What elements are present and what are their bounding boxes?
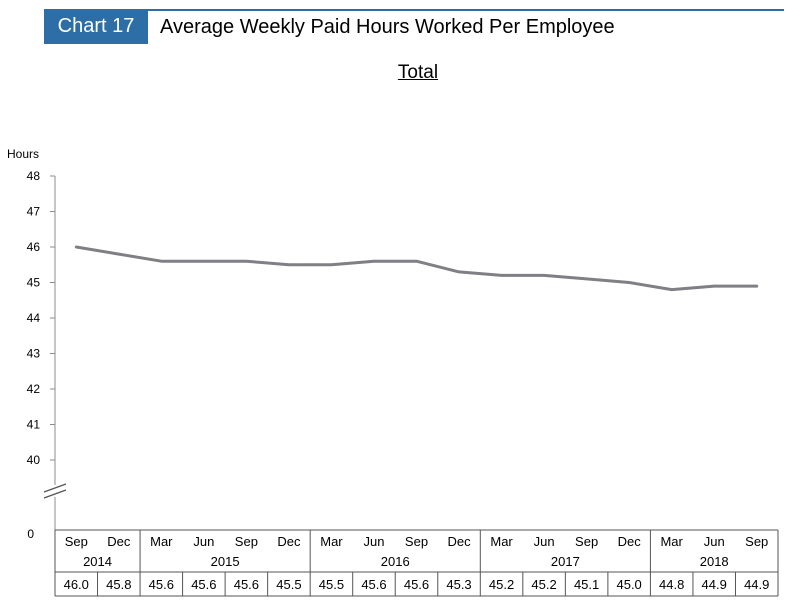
x-month-label: Dec	[618, 534, 642, 549]
data-value-label: 46.0	[64, 577, 89, 592]
data-value-label: 45.1	[574, 577, 599, 592]
y-tick-label: 43	[27, 347, 41, 361]
y-tick-label-zero: 0	[27, 527, 34, 541]
x-month-label: Sep	[405, 534, 428, 549]
chart-subtitle: Total	[397, 62, 439, 83]
y-tick-label: 47	[27, 205, 41, 219]
y-axis: 48 47 46 45 44 43 42 41 40 0	[27, 169, 67, 541]
y-tick-label: 40	[27, 453, 41, 467]
data-value-label: 45.5	[319, 577, 344, 592]
x-month-label: Jun	[193, 534, 214, 549]
x-year-label: 2016	[381, 554, 410, 569]
x-axis-table: Sep Dec Mar Jun Sep Dec Mar Jun Sep Dec Mar Jun Sep D…	[54, 529, 779, 597]
x-month-label: Jun	[534, 534, 555, 549]
x-year-label: 2015	[211, 554, 240, 569]
y-tick-label: 45	[27, 276, 41, 290]
y-tick-label: 42	[27, 382, 41, 396]
x-month-label: Sep	[575, 534, 598, 549]
y-tick-label: 44	[27, 311, 41, 325]
series-group	[74, 245, 759, 292]
x-month-label: Mar	[150, 534, 173, 549]
x-year-label: 2014	[83, 554, 112, 569]
data-value-label: 44.9	[744, 577, 769, 592]
x-month-label: Dec	[107, 534, 131, 549]
x-month-label: Sep	[235, 534, 258, 549]
chart-number-badge: Chart 17	[44, 9, 148, 44]
data-value-label: 44.8	[659, 577, 684, 592]
header-rule	[44, 9, 784, 11]
data-value-label: 45.0	[616, 577, 641, 592]
x-month-label: Dec	[277, 534, 301, 549]
x-month-label: Dec	[447, 534, 471, 549]
x-year-label: 2018	[700, 554, 729, 569]
x-year-label: 2017	[551, 554, 580, 569]
x-month-label: Sep	[65, 534, 88, 549]
data-value-label: 45.5	[276, 577, 301, 592]
series-line	[74, 245, 759, 292]
x-month-label: Jun	[704, 534, 725, 549]
x-month-label: Mar	[320, 534, 343, 549]
data-value-label: 45.2	[489, 577, 514, 592]
y-tick-label: 41	[27, 418, 41, 432]
data-value-label: 45.6	[404, 577, 429, 592]
data-value-label: 45.6	[149, 577, 174, 592]
data-value-label: 45.3	[446, 577, 471, 592]
y-tick-label: 48	[27, 169, 41, 183]
y-axis-break-mark	[43, 489, 67, 499]
data-value-label: 45.2	[531, 577, 556, 592]
y-axis-title: Hours	[7, 147, 39, 161]
data-value-label: 45.6	[361, 577, 386, 592]
y-tick-label: 46	[27, 240, 41, 254]
data-value-label: 45.6	[234, 577, 259, 592]
x-month-label: Mar	[490, 534, 513, 549]
x-month-label: Sep	[745, 534, 768, 549]
x-month-label: Jun	[363, 534, 384, 549]
x-month-label: Mar	[660, 534, 683, 549]
y-axis-break-mark	[43, 483, 67, 493]
data-value-label: 44.9	[702, 577, 727, 592]
data-value-label: 45.8	[106, 577, 131, 592]
data-value-label: 45.6	[191, 577, 216, 592]
chart-title: Average Weekly Paid Hours Worked Per Emp…	[160, 16, 615, 38]
